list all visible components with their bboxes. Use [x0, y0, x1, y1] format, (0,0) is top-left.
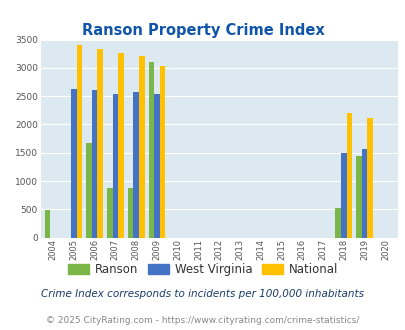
- Text: Ranson Property Crime Index: Ranson Property Crime Index: [81, 23, 324, 38]
- Bar: [118, 53, 124, 238]
- Bar: [340, 153, 346, 238]
- Bar: [86, 143, 92, 238]
- Bar: [71, 89, 77, 238]
- Bar: [367, 118, 372, 238]
- Bar: [97, 49, 103, 238]
- Bar: [335, 208, 340, 238]
- Bar: [355, 156, 361, 238]
- Bar: [361, 149, 367, 238]
- Bar: [77, 45, 82, 238]
- Bar: [139, 56, 144, 238]
- Bar: [159, 66, 165, 238]
- Bar: [107, 188, 112, 238]
- Text: © 2025 CityRating.com - https://www.cityrating.com/crime-statistics/: © 2025 CityRating.com - https://www.city…: [46, 315, 359, 325]
- Bar: [128, 188, 133, 238]
- Bar: [154, 94, 159, 238]
- Bar: [45, 210, 50, 238]
- Bar: [148, 62, 154, 238]
- Bar: [346, 113, 352, 238]
- Bar: [133, 92, 139, 238]
- Bar: [112, 94, 118, 238]
- Bar: [92, 90, 97, 238]
- Text: Crime Index corresponds to incidents per 100,000 inhabitants: Crime Index corresponds to incidents per…: [41, 289, 364, 299]
- Legend: Ranson, West Virginia, National: Ranson, West Virginia, National: [63, 258, 342, 281]
